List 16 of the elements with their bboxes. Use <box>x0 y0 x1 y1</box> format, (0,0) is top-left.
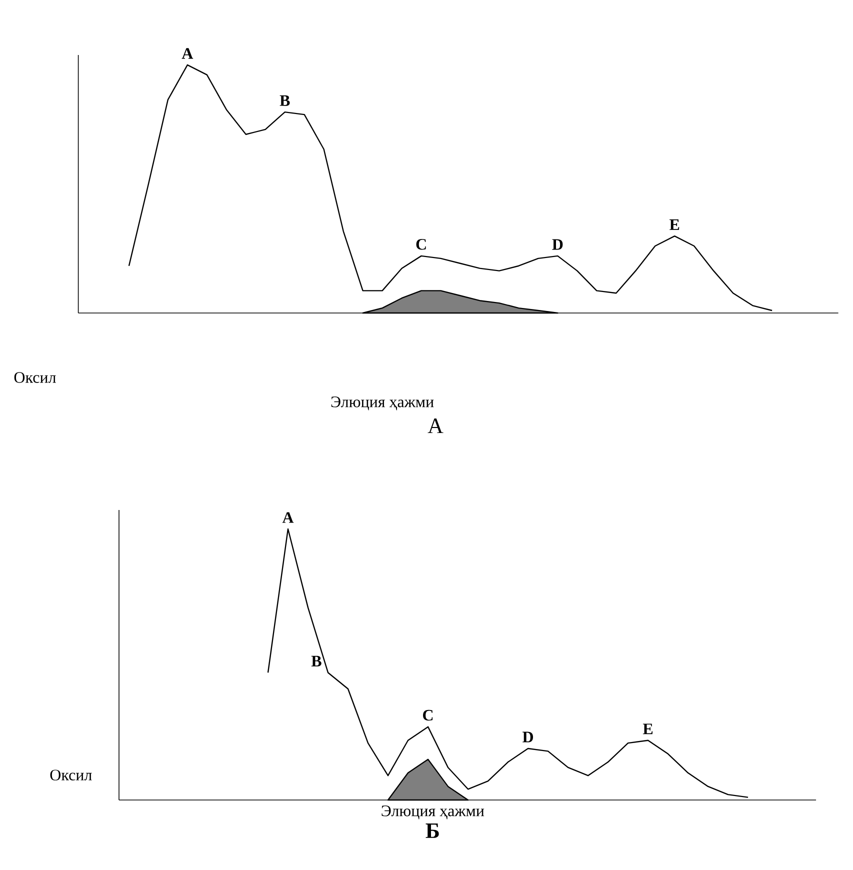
annotation: E <box>642 724 653 734</box>
x-axis-title: Элюция ҳажми <box>382 806 484 820</box>
annotation: D <box>522 732 534 742</box>
annotation: C <box>416 238 426 250</box>
text: A <box>182 48 194 59</box>
annotation: C <box>423 710 433 721</box>
y-axis-title: Оксил <box>14 372 56 383</box>
annotation: E <box>670 219 680 230</box>
x-axis-title: Элюция ҳажми <box>331 396 434 410</box>
text: A <box>282 512 294 523</box>
annotation: D <box>552 239 563 250</box>
text: А <box>428 418 444 434</box>
text: Б <box>426 824 439 838</box>
annotation: B <box>311 656 322 666</box>
y-axis-title: Оксил <box>50 770 92 780</box>
annotation: B <box>280 95 290 106</box>
